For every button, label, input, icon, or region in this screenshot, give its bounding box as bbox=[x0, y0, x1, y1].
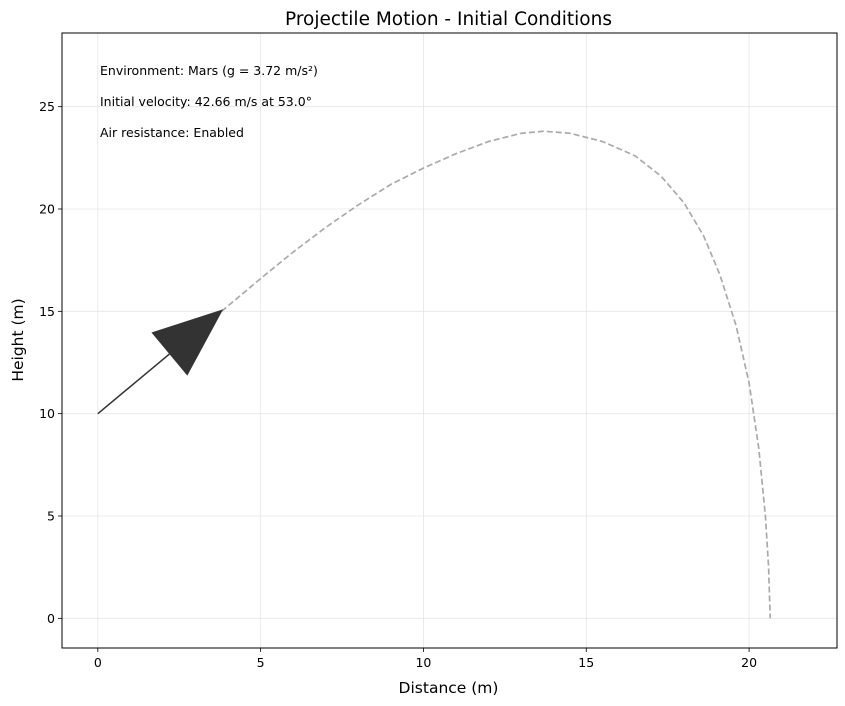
x-tick-label: 10 bbox=[415, 655, 431, 670]
annotation-block: Environment: Mars (g = 3.72 m/s²) Initia… bbox=[100, 63, 318, 140]
velocity-arrow-shaft bbox=[97, 353, 170, 415]
y-axis: 0 5 10 15 20 25 bbox=[39, 99, 62, 626]
y-tick-label: 0 bbox=[47, 611, 55, 626]
grid-lines bbox=[62, 33, 837, 648]
x-axis: 0 5 10 15 20 bbox=[94, 648, 757, 670]
annotation-velocity: Initial velocity: 42.66 m/s at 53.0° bbox=[100, 94, 312, 109]
x-tick-label: 20 bbox=[741, 655, 757, 670]
y-axis-title: Height (m) bbox=[9, 298, 27, 381]
plot-frame bbox=[61, 32, 838, 649]
annotation-environment: Environment: Mars (g = 3.72 m/s²) bbox=[100, 63, 318, 78]
x-tick-label: 0 bbox=[94, 655, 102, 670]
x-tick-label: 5 bbox=[257, 655, 265, 670]
y-tick-label: 10 bbox=[39, 406, 55, 421]
y-tick-label: 5 bbox=[47, 508, 55, 523]
trajectory-line bbox=[221, 130, 772, 619]
y-tick-label: 20 bbox=[39, 202, 55, 217]
plot-area bbox=[97, 130, 772, 619]
annotation-air-resistance: Air resistance: Enabled bbox=[100, 125, 244, 140]
x-tick-label: 15 bbox=[578, 655, 594, 670]
y-tick-label: 15 bbox=[39, 304, 55, 319]
y-tick-label: 25 bbox=[39, 99, 55, 114]
chart-title: Projectile Motion - Initial Conditions bbox=[285, 9, 612, 30]
x-axis-title: Distance (m) bbox=[399, 679, 499, 697]
velocity-arrow-head bbox=[151, 309, 224, 376]
